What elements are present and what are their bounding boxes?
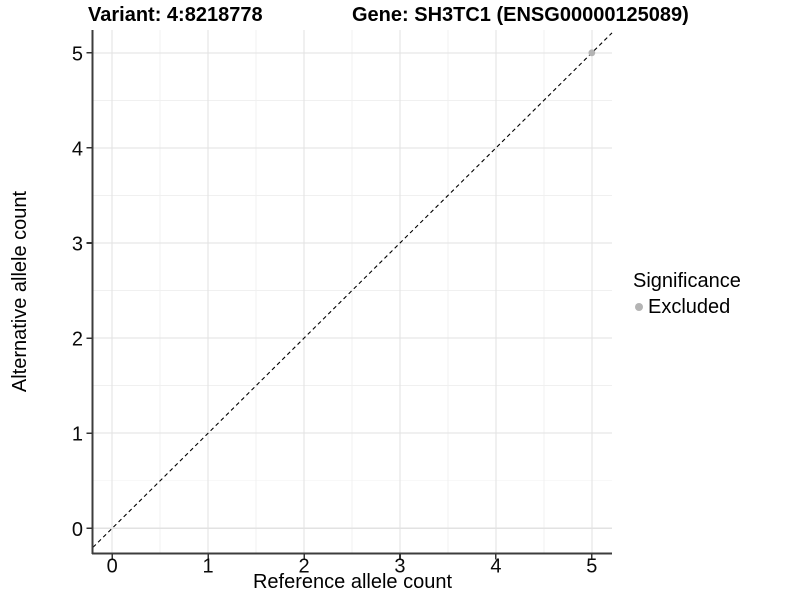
legend-point-icon bbox=[635, 303, 643, 311]
x-tick-label: 1 bbox=[203, 556, 214, 578]
identity-dashed-line bbox=[92, 32, 613, 548]
x-tick-label: 5 bbox=[586, 556, 597, 578]
data-point bbox=[588, 49, 596, 57]
legend-items: Excluded bbox=[633, 296, 741, 318]
legend-title: Significance bbox=[633, 270, 741, 292]
x-tick-label: 3 bbox=[394, 556, 405, 578]
legend-item-label: Excluded bbox=[648, 296, 731, 318]
y-tick-label: 4 bbox=[72, 138, 83, 160]
x-tick-label: 2 bbox=[298, 556, 309, 578]
y-tick-label: 3 bbox=[72, 234, 83, 256]
x-tick-label: 4 bbox=[490, 556, 501, 578]
y-axis-title: Alternative allele count bbox=[9, 190, 31, 393]
y-tick-label: 2 bbox=[72, 329, 83, 351]
x-axis-title: Reference allele count bbox=[252, 571, 452, 593]
legend-item: Excluded bbox=[633, 296, 741, 318]
legend: Significance Excluded bbox=[633, 270, 741, 318]
y-tick-label: 0 bbox=[72, 519, 83, 541]
gene-title: Gene: SH3TC1 (ENSG00000125089) bbox=[352, 4, 689, 26]
variant-title: Variant: 4:8218778 bbox=[88, 4, 263, 26]
y-tick-label: 1 bbox=[72, 424, 83, 446]
y-tick-label: 5 bbox=[72, 43, 83, 65]
x-tick-label: 0 bbox=[107, 556, 118, 578]
